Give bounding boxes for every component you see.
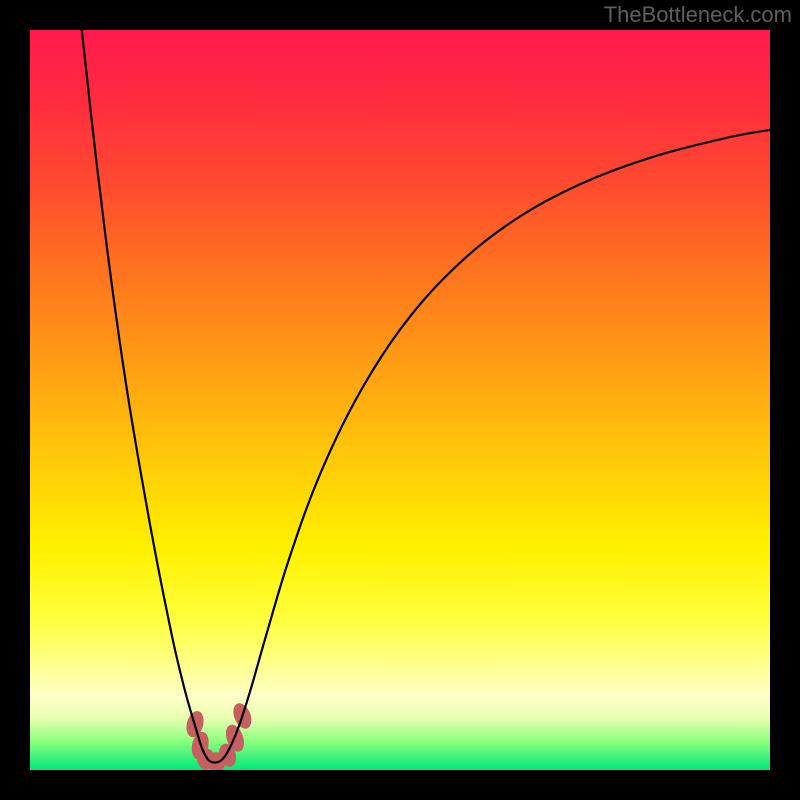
watermark-text: TheBottleneck.com: [604, 2, 792, 28]
chart-container: TheBottleneck.com: [0, 0, 800, 800]
plot-background: [30, 30, 770, 770]
bottleneck-chart: [0, 0, 800, 800]
